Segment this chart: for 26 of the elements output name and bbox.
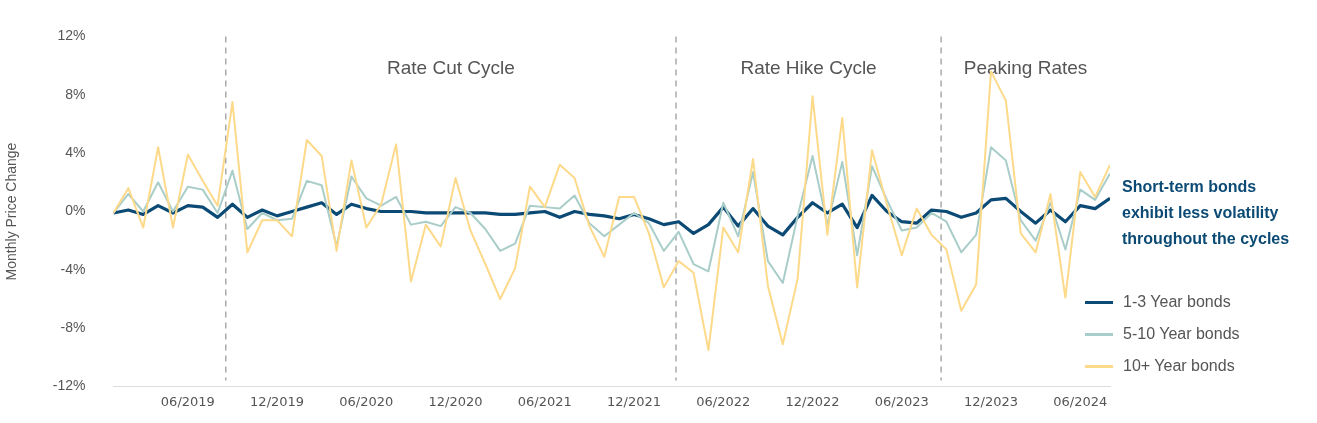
x-tick-label: 12/2020 [428, 393, 483, 409]
y-tick-label: -12% [52, 377, 86, 394]
x-tick-label: 06/2024 [1053, 393, 1108, 409]
x-tick-label: 06/2019 [160, 393, 215, 409]
y-axis-title: Monthly Price Change [3, 142, 20, 281]
x-tick-label: 12/2022 [785, 393, 840, 409]
y-tick-label: 0% [65, 202, 86, 219]
y-tick-label: 4% [65, 143, 86, 160]
x-tick-label: 12/2021 [607, 393, 662, 409]
y-tick-label: 12% [57, 27, 86, 44]
y-tick-label: -8% [60, 319, 86, 336]
legend-label: 1-3 Year bonds [1123, 293, 1231, 311]
x-tick-label: 06/2021 [517, 393, 572, 409]
y-tick-label: -4% [60, 260, 86, 277]
x-tick-label: 06/2022 [696, 393, 751, 409]
text: Short-term bonds exhibit less volatility throughout the cycles [1122, 177, 1291, 249]
annotation: Rate Cut Cycle [386, 56, 515, 78]
x-tick-label: 06/2020 [339, 393, 394, 409]
legend-label: 10+ Year bonds [1123, 357, 1235, 375]
legend-label: 5-10 Year bonds [1123, 325, 1240, 343]
annotation: Peaking Rates [963, 56, 1088, 78]
x-tick-label: 06/2023 [874, 393, 929, 409]
x-tick-label: 12/2023 [964, 393, 1019, 409]
y-tick-label: 8% [65, 85, 86, 102]
annotation: Rate Hike Cycle [740, 56, 877, 78]
x-tick-label: 12/2019 [250, 393, 305, 409]
